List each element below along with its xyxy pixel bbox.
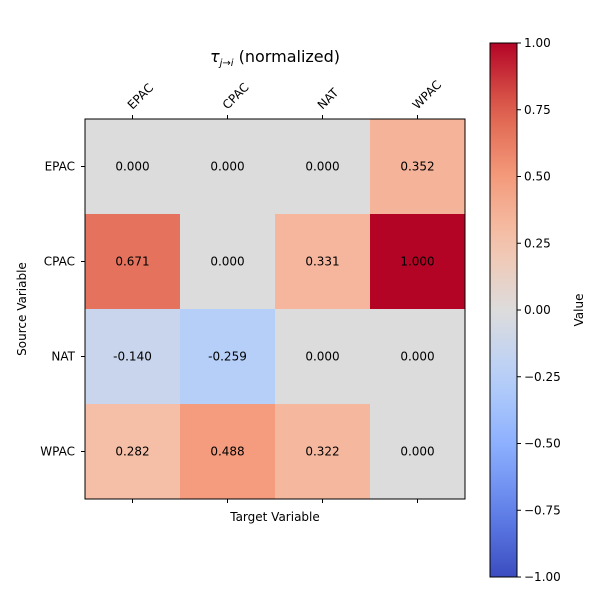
heatmap-cell [180, 404, 275, 499]
heatmap-cell-labels: 0.000 0.000 0.000 0.352 0.671 0.000 0.331 1.000… [113, 160, 435, 459]
colorbar-ticks: 1.00 0.75 0.50 0.25 0.00 −0.25 −0.50 −0.75 −1.00 [517, 36, 561, 584]
chart-title: τj→i (normalized) [210, 47, 340, 69]
cell-value-label: 0.352 [400, 160, 434, 174]
heatmap-cell [370, 214, 465, 309]
heatmap-cell [85, 404, 180, 499]
colorbar-tick-label: −0.75 [524, 503, 561, 517]
x-tick-label: NAT [315, 85, 342, 112]
heatmap-cell [275, 309, 370, 404]
colorbar-label: Value [572, 294, 586, 327]
cell-value-label: 0.331 [305, 255, 339, 269]
y-tick-label: NAT [51, 350, 75, 364]
heatmap-cells [85, 119, 465, 499]
cell-value-label: 0.322 [305, 445, 339, 459]
y-tick-label: CPAC [44, 255, 75, 269]
colorbar-tick-label: −1.00 [524, 570, 561, 584]
cell-value-label: 1.000 [400, 255, 434, 269]
cell-value-label: 0.282 [115, 445, 149, 459]
heatmap-cell [180, 119, 275, 214]
colorbar-tick-label: 0.50 [524, 170, 551, 184]
y-axis-label: Source Variable [15, 262, 29, 356]
colorbar-tick-label: 0.25 [524, 236, 551, 250]
heatmap-cell [275, 404, 370, 499]
colorbar-tick-label: 0.75 [524, 103, 551, 117]
heatmap-cell [85, 309, 180, 404]
heatmap-cell [180, 309, 275, 404]
cell-value-label: 0.000 [115, 160, 149, 174]
colorbar-tick-label: 1.00 [524, 36, 551, 50]
colorbar-tick-label: 0.00 [524, 303, 551, 317]
x-tick-label: WPAC [410, 78, 444, 112]
colorbar [490, 43, 517, 577]
x-tick-label: CPAC [220, 80, 252, 112]
cell-value-label: 0.000 [305, 350, 339, 364]
cell-value-label: 0.000 [210, 160, 244, 174]
cell-value-label: -0.259 [208, 350, 247, 364]
cell-value-label: 0.000 [400, 350, 434, 364]
heatmap-cell [275, 214, 370, 309]
heatmap-cell [275, 119, 370, 214]
plot-frame [84, 118, 466, 500]
colorbar-tick-label: −0.25 [524, 370, 561, 384]
y-tick-label: EPAC [45, 160, 75, 174]
x-tick-label: EPAC [125, 81, 156, 112]
y-axis-ticks: EPAC CPAC NAT WPAC [40, 160, 85, 459]
heatmap-cell [85, 119, 180, 214]
cell-value-label: 0.671 [115, 255, 149, 269]
cell-value-label: 0.000 [400, 445, 434, 459]
cell-value-label: 0.000 [305, 160, 339, 174]
heatmap-cell [370, 404, 465, 499]
heatmap-cell [370, 309, 465, 404]
cell-value-label: -0.140 [113, 350, 152, 364]
cell-value-label: 0.488 [210, 445, 244, 459]
y-tick-label: WPAC [40, 445, 75, 459]
heatmap-cell [180, 214, 275, 309]
heatmap-cell [85, 214, 180, 309]
colorbar-tick-label: −0.50 [524, 437, 561, 451]
cell-value-label: 0.000 [210, 255, 244, 269]
x-axis-label: Target Variable [229, 510, 320, 524]
heatmap-cell [370, 119, 465, 214]
